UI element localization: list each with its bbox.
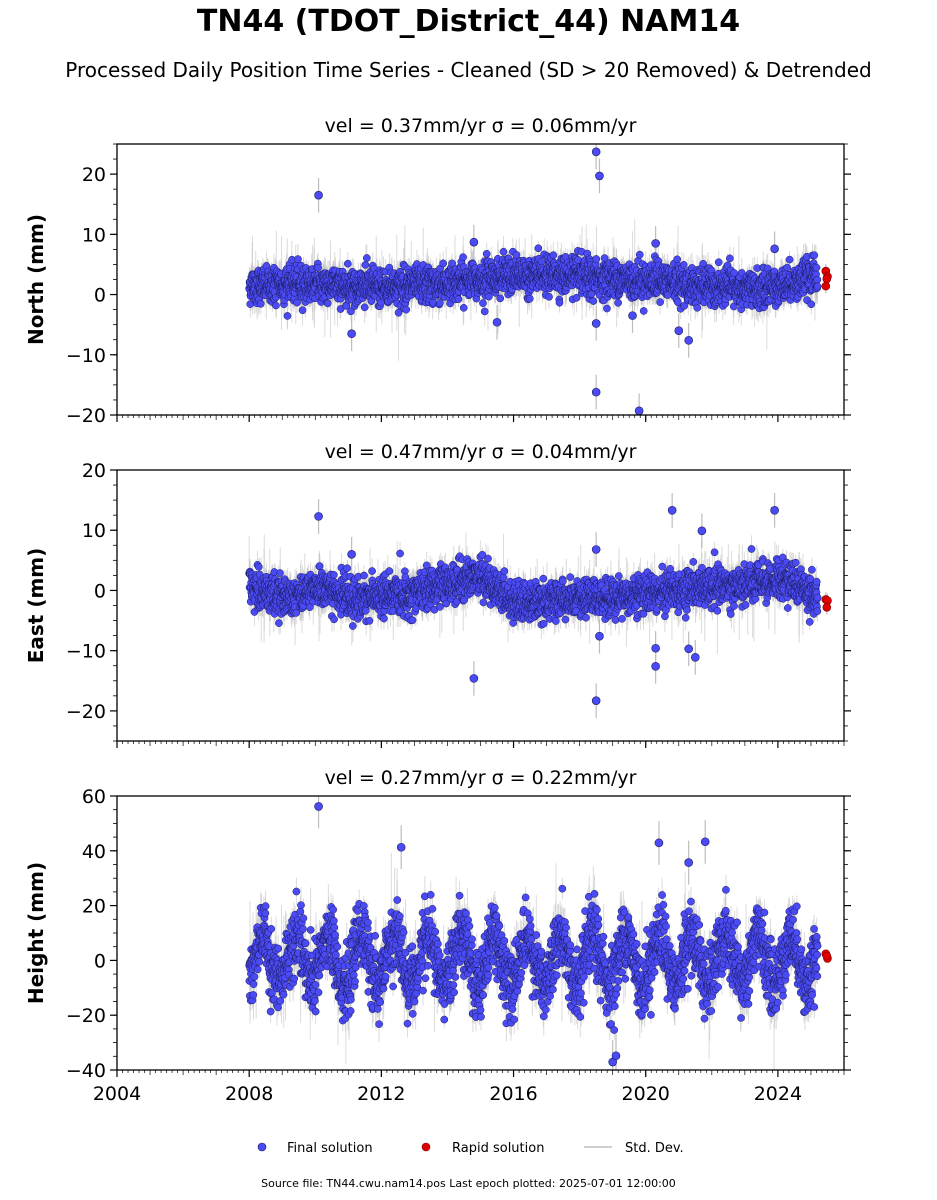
final-point bbox=[693, 303, 702, 312]
final-point bbox=[726, 254, 734, 263]
final-point bbox=[673, 298, 682, 307]
final-point bbox=[603, 304, 611, 313]
final-point bbox=[549, 251, 558, 260]
final-solution-points bbox=[245, 147, 832, 415]
final-point bbox=[600, 254, 609, 262]
final-point bbox=[343, 259, 352, 268]
final-point bbox=[454, 295, 463, 304]
final-point bbox=[714, 258, 723, 267]
final-point bbox=[314, 263, 322, 272]
final-point bbox=[485, 292, 493, 301]
final-point bbox=[534, 244, 543, 253]
final-point bbox=[482, 250, 491, 258]
final-point bbox=[361, 261, 370, 269]
figure-title: TN44 (TDOT_District_44) NAM14 bbox=[196, 4, 741, 39]
final-point bbox=[394, 308, 403, 317]
final-point bbox=[635, 250, 644, 259]
final-point bbox=[298, 306, 307, 315]
final-point bbox=[639, 307, 648, 315]
final-point bbox=[294, 255, 302, 263]
final-point bbox=[360, 303, 369, 312]
final-point bbox=[614, 298, 622, 307]
final-point bbox=[480, 307, 489, 316]
final-point bbox=[283, 312, 292, 320]
y-axis-label: North (mm) bbox=[24, 214, 48, 345]
final-point bbox=[362, 254, 371, 262]
final-point bbox=[293, 298, 301, 307]
plot-area bbox=[245, 144, 832, 415]
final-point bbox=[499, 247, 508, 256]
final-point bbox=[679, 261, 688, 269]
final-point bbox=[459, 253, 467, 262]
final-point bbox=[656, 298, 664, 306]
final-point bbox=[459, 303, 468, 312]
final-point bbox=[555, 298, 564, 307]
panel-title: vel = 0.37mm/yr σ = 0.06mm/yr bbox=[325, 115, 637, 137]
final-point bbox=[347, 307, 355, 316]
final-point bbox=[256, 299, 265, 308]
final-point bbox=[436, 299, 444, 307]
final-point bbox=[479, 299, 487, 307]
final-point bbox=[439, 259, 448, 268]
final-point bbox=[496, 294, 505, 303]
final-point bbox=[323, 299, 332, 308]
final-point bbox=[525, 294, 534, 303]
final-point bbox=[589, 297, 598, 305]
final-point bbox=[673, 255, 682, 264]
final-point bbox=[512, 251, 521, 259]
figure-subtitle: Processed Daily Position Time Series - C… bbox=[65, 58, 872, 82]
final-point bbox=[272, 301, 280, 310]
final-point bbox=[572, 293, 581, 302]
final-point bbox=[592, 255, 601, 263]
final-point bbox=[402, 305, 411, 314]
final-point bbox=[448, 259, 456, 268]
final-point bbox=[545, 292, 553, 301]
